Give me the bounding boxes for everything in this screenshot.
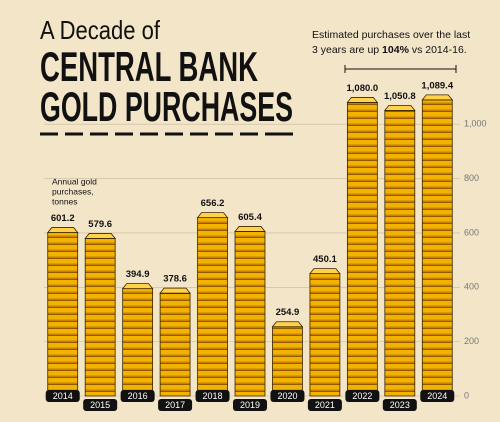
bar-top	[421, 94, 454, 101]
annotation: 3 years are up 104% vs 2014-16.	[312, 44, 467, 56]
annotation-text: vs 2014-16.	[412, 44, 467, 56]
value-label: 394.9	[126, 269, 150, 280]
value-label: 450.1	[313, 254, 337, 265]
year-box	[382, 399, 417, 411]
value-label: 1,089.4	[421, 80, 453, 91]
bar-top	[121, 283, 154, 290]
bar	[159, 292, 191, 397]
bar-top	[196, 212, 229, 219]
value-label: 1,080.0	[347, 83, 379, 94]
bracket	[344, 65, 457, 73]
bar-top	[384, 104, 416, 111]
x-tick-label: 2015	[90, 400, 110, 410]
x-tick-label: 2019	[240, 400, 260, 410]
x-tick-label: 2024	[427, 391, 447, 401]
bar	[84, 238, 116, 397]
bar	[234, 231, 266, 397]
year-box	[420, 390, 455, 402]
bar	[122, 288, 154, 397]
bar	[421, 99, 453, 397]
value-label: 378.6	[163, 274, 187, 285]
bar-top	[234, 226, 266, 232]
y-tick-label: 1,000	[464, 119, 487, 129]
bar	[346, 102, 378, 397]
x-tick-label: 2014	[53, 391, 73, 401]
x-tick-label: 2016	[128, 391, 148, 401]
year-box	[45, 390, 80, 402]
y-tick-label: 800	[464, 173, 479, 183]
x-tick-label: 2018	[203, 391, 223, 401]
bar	[384, 109, 416, 397]
chart-title: CENTRAL BANK	[40, 43, 258, 90]
value-label: 601.2	[51, 213, 75, 224]
bar	[47, 232, 79, 397]
value-label: 605.4	[238, 212, 262, 223]
bar	[197, 217, 228, 397]
x-tick-label: 2023	[390, 400, 410, 410]
annotation-highlight: 104%	[382, 44, 410, 56]
x-tick-label: 2017	[165, 400, 185, 410]
x-tick-label: 2021	[315, 400, 335, 410]
bar-top	[346, 97, 379, 103]
bar	[272, 326, 303, 397]
bar-top	[159, 287, 191, 294]
year-box	[83, 399, 118, 411]
year-box	[158, 399, 193, 411]
year-box	[233, 399, 267, 411]
year-box	[307, 399, 342, 411]
value-label: 579.6	[88, 219, 112, 230]
bar-top	[84, 233, 116, 239]
y-tick-label: 200	[464, 336, 479, 346]
bar-top	[309, 268, 341, 275]
year-box	[270, 390, 305, 402]
bar	[309, 273, 341, 397]
chart-title: GOLD PURCHASES	[40, 83, 293, 130]
value-label: 656.2	[201, 198, 225, 209]
x-tick-label: 2020	[277, 391, 297, 401]
bar-top	[271, 321, 304, 328]
y-tick-label: 400	[464, 282, 479, 292]
y-tick-label: 0	[464, 390, 469, 400]
value-label: 1,050.8	[384, 91, 416, 102]
annotation: Estimated purchases over the last	[312, 29, 470, 41]
title-top: A Decade of	[40, 15, 161, 45]
bar-top	[46, 227, 79, 233]
year-box	[195, 390, 230, 402]
y-label: tonnes	[52, 196, 78, 206]
year-box	[345, 390, 380, 402]
year-box	[120, 390, 155, 402]
y-label: purchases,	[52, 186, 94, 196]
y-tick-label: 600	[464, 227, 479, 237]
annotation-text: 3 years are up	[312, 44, 379, 56]
x-tick-label: 2022	[352, 391, 372, 401]
y-label: Annual gold	[52, 176, 97, 186]
value-label: 254.9	[276, 307, 300, 318]
